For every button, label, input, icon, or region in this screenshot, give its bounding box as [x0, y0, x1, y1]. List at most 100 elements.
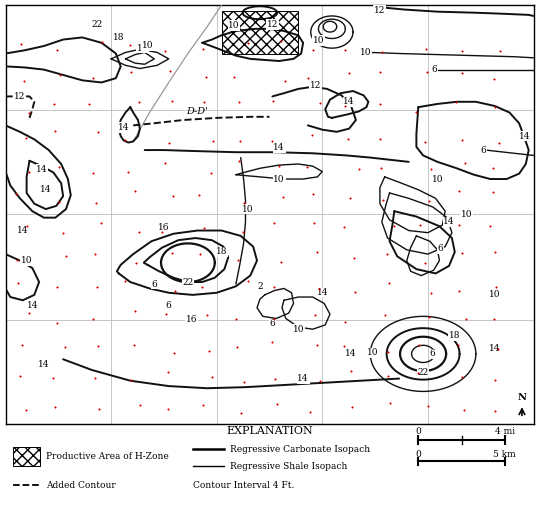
Text: 22: 22: [91, 20, 102, 29]
Text: 14: 14: [317, 288, 328, 297]
Point: [24, 109, 33, 118]
Point: [89, 314, 97, 323]
Point: [95, 404, 103, 413]
Text: 14: 14: [26, 301, 38, 310]
Point: [170, 287, 179, 295]
Point: [91, 250, 100, 258]
Point: [488, 164, 497, 172]
Point: [164, 405, 173, 413]
Point: [270, 282, 279, 291]
Point: [59, 229, 68, 237]
Point: [377, 164, 386, 172]
Point: [421, 44, 430, 53]
Point: [455, 287, 464, 295]
Point: [54, 198, 63, 206]
Point: [376, 67, 384, 76]
Point: [134, 228, 143, 236]
Point: [21, 406, 30, 414]
Point: [313, 248, 322, 257]
Point: [452, 98, 461, 107]
Text: Productive Area of H-Zone: Productive Area of H-Zone: [46, 452, 168, 461]
Text: Added Contour: Added Contour: [46, 481, 116, 490]
Point: [53, 46, 62, 54]
Point: [16, 40, 25, 48]
Text: 16: 16: [186, 315, 197, 324]
Point: [15, 372, 24, 380]
Text: 10: 10: [313, 36, 324, 45]
Point: [130, 341, 139, 349]
Text: 22: 22: [182, 278, 194, 287]
Point: [310, 219, 318, 228]
Point: [12, 256, 21, 264]
Point: [383, 372, 392, 380]
Text: 16: 16: [158, 223, 169, 232]
Point: [62, 252, 70, 260]
Point: [200, 98, 208, 107]
Point: [135, 401, 144, 410]
Point: [276, 258, 285, 267]
Text: 10: 10: [460, 210, 472, 219]
Text: 14: 14: [17, 226, 29, 235]
Point: [414, 369, 422, 378]
Point: [302, 163, 311, 172]
Point: [339, 222, 348, 231]
Point: [267, 338, 276, 347]
Point: [492, 282, 500, 291]
Point: [244, 277, 252, 286]
Point: [422, 67, 431, 76]
Point: [350, 254, 359, 263]
Point: [126, 376, 135, 384]
Point: [207, 169, 216, 177]
Point: [427, 289, 436, 297]
Text: 5 km: 5 km: [493, 450, 516, 459]
Point: [423, 402, 432, 410]
Point: [461, 315, 470, 323]
Point: [199, 224, 208, 232]
Point: [125, 41, 134, 50]
Point: [124, 168, 133, 177]
Point: [269, 219, 278, 228]
Point: [53, 319, 62, 327]
Point: [390, 222, 399, 231]
Point: [230, 73, 239, 82]
Point: [25, 168, 34, 177]
Point: [164, 139, 173, 147]
Point: [196, 249, 205, 258]
Point: [415, 220, 424, 229]
Point: [425, 197, 434, 206]
Text: 10: 10: [273, 175, 285, 184]
Point: [92, 199, 101, 207]
Point: [341, 101, 350, 110]
Point: [493, 345, 502, 353]
Text: 14: 14: [118, 123, 129, 132]
Point: [491, 407, 499, 415]
Point: [120, 277, 129, 285]
Point: [382, 250, 391, 258]
Point: [89, 169, 97, 177]
Text: 14: 14: [343, 97, 355, 106]
Point: [307, 131, 316, 140]
Point: [271, 374, 280, 383]
Point: [54, 163, 63, 172]
Text: 0: 0: [415, 450, 421, 459]
Point: [208, 137, 217, 145]
Point: [384, 348, 393, 356]
Point: [163, 368, 172, 377]
Point: [199, 401, 207, 409]
Point: [455, 187, 464, 195]
Point: [131, 259, 140, 267]
Point: [56, 71, 65, 79]
Point: [347, 403, 356, 411]
Point: [427, 165, 436, 174]
Point: [22, 222, 31, 231]
Point: [277, 37, 286, 46]
Point: [195, 190, 204, 199]
Point: [421, 258, 430, 267]
Point: [48, 374, 57, 382]
Point: [486, 221, 494, 230]
Point: [135, 98, 144, 107]
Point: [343, 135, 352, 143]
Point: [239, 378, 248, 386]
Point: [385, 278, 394, 287]
Point: [494, 139, 503, 147]
